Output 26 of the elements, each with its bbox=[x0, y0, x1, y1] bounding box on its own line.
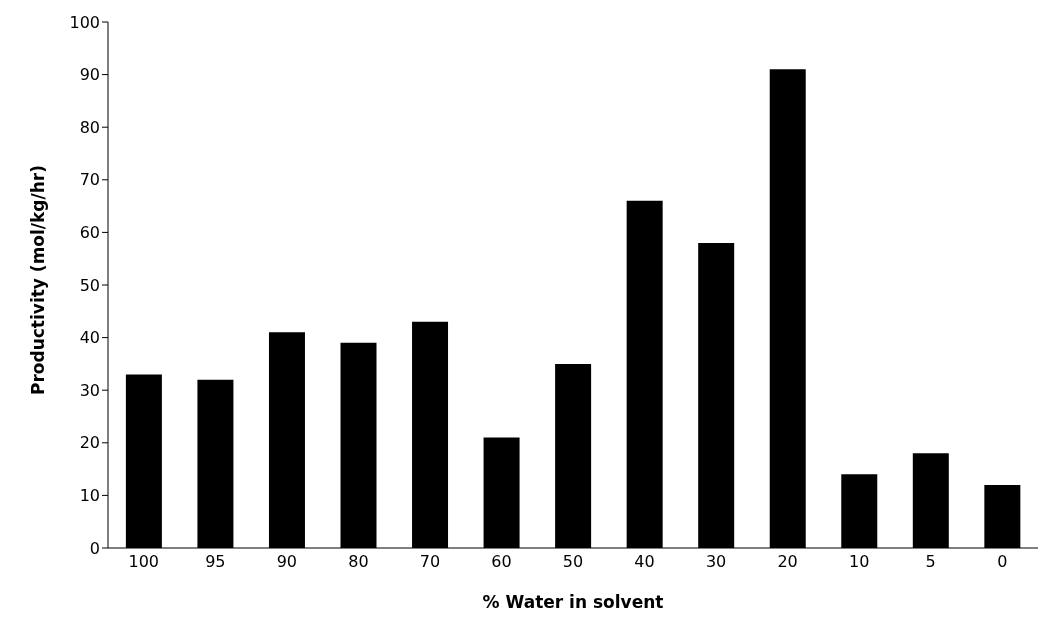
y-tick-label: 0 bbox=[89, 538, 100, 558]
x-tick-label: 10 bbox=[848, 552, 870, 572]
y-tick-label: 80 bbox=[79, 117, 100, 137]
x-tick-label: 100 bbox=[128, 552, 160, 572]
x-tick-label: 0 bbox=[997, 552, 1008, 572]
x-tick-label: 5 bbox=[925, 552, 936, 572]
y-tick-label: 60 bbox=[79, 223, 100, 243]
y-tick-label: 100 bbox=[69, 12, 100, 32]
x-tick-label: 80 bbox=[348, 552, 369, 572]
y-axis-title: Productivity (mol/kg/hr) bbox=[28, 165, 49, 395]
x-tick-label: 40 bbox=[634, 552, 655, 572]
x-tick-label: 70 bbox=[419, 552, 441, 572]
x-tick-label: 60 bbox=[491, 552, 512, 572]
y-tick-label: 30 bbox=[79, 380, 100, 400]
x-axis-title: % Water in solvent bbox=[482, 592, 664, 612]
y-tick-label: 90 bbox=[79, 65, 100, 85]
y-tick-label: 10 bbox=[79, 486, 100, 506]
x-tick-label: 90 bbox=[276, 552, 298, 572]
y-tick-label: 70 bbox=[79, 170, 100, 190]
x-tick-label: 50 bbox=[562, 552, 584, 572]
x-tick-label: 95 bbox=[205, 552, 226, 572]
y-tick-label: 50 bbox=[79, 275, 100, 295]
x-tick-label: 20 bbox=[777, 552, 798, 572]
y-tick-label: 20 bbox=[79, 433, 100, 453]
y-tick-label: 40 bbox=[79, 328, 100, 348]
x-tick-label: 30 bbox=[705, 552, 727, 572]
